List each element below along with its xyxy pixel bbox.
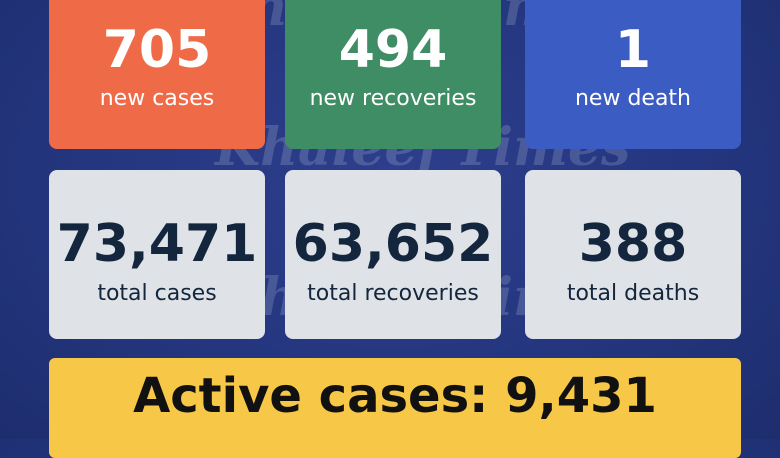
new-cases-label: new cases xyxy=(99,86,215,111)
total-cases-label: total cases xyxy=(97,281,217,306)
total-deaths-card: 388 total deaths xyxy=(525,170,741,339)
total-deaths-label: total deaths xyxy=(566,281,700,306)
total-recoveries-card: 63,652 total recoveries xyxy=(285,170,501,339)
total-recoveries-value: 63,652 xyxy=(292,214,494,274)
new-recoveries-value: 494 xyxy=(338,20,448,80)
total-recoveries-label: total recoveries xyxy=(307,281,479,306)
active-cases-text: Active cases: 9,431 xyxy=(133,368,657,424)
new-death-label: new death xyxy=(574,86,691,111)
new-recoveries-label: new recoveries xyxy=(309,86,477,111)
new-death-card: 1 new death xyxy=(525,0,741,149)
total-deaths-value: 388 xyxy=(578,214,688,274)
new-death-value: 1 xyxy=(614,20,652,80)
active-cases-banner: Active cases: 9,431 xyxy=(49,358,741,458)
new-cases-value: 705 xyxy=(102,20,212,80)
new-cases-card: 705 new cases xyxy=(49,0,265,149)
total-cases-card: 73,471 total cases xyxy=(49,170,265,339)
total-cases-value: 73,471 xyxy=(56,214,258,274)
new-recoveries-card: 494 new recoveries xyxy=(285,0,501,149)
